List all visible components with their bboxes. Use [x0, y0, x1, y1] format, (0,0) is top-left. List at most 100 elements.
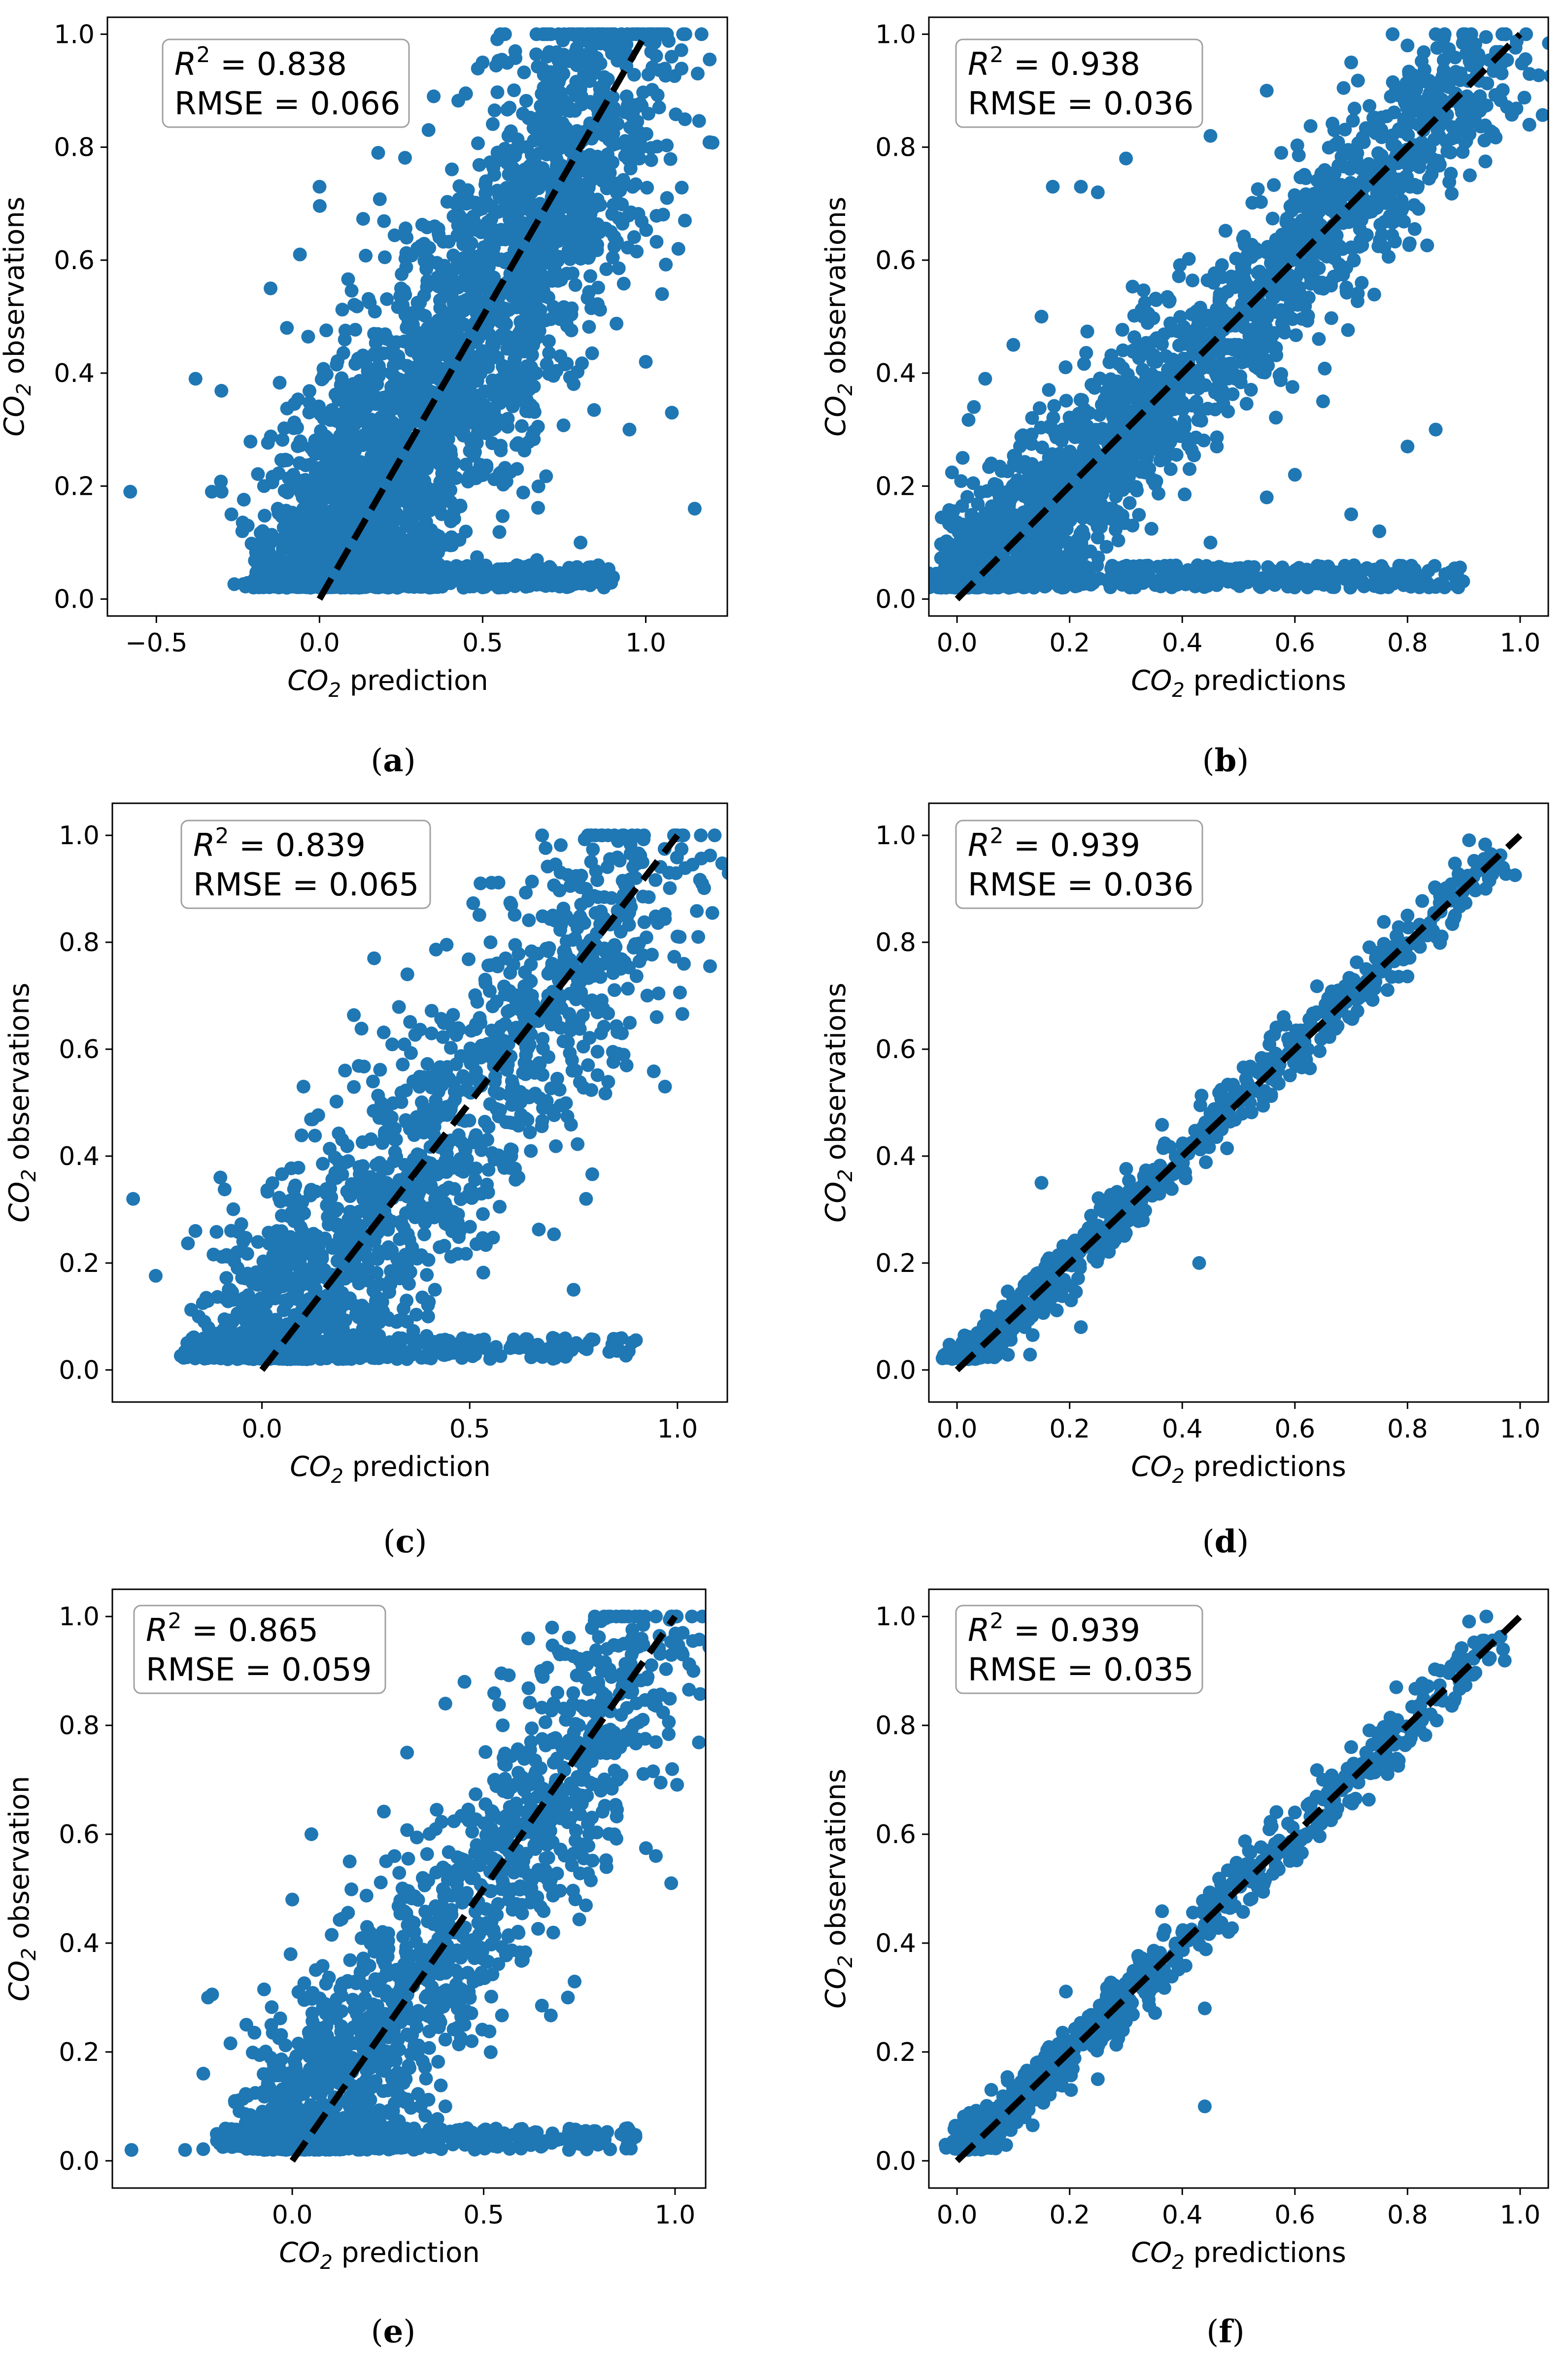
- data-point: [627, 68, 641, 82]
- data-point: [291, 439, 305, 453]
- data-point: [1274, 146, 1289, 160]
- data-point: [1059, 394, 1073, 408]
- data-point: [421, 123, 436, 137]
- data-point: [342, 524, 357, 538]
- data-point: [1336, 81, 1351, 95]
- data-point: [307, 511, 322, 525]
- data-point: [356, 212, 370, 226]
- data-point: [639, 223, 653, 237]
- data-point: [537, 209, 551, 223]
- data-point: [428, 563, 442, 578]
- data-point: [237, 577, 250, 591]
- point-cloud: [929, 27, 1548, 595]
- data-point: [323, 540, 337, 554]
- x-tick-label: 0.0: [299, 628, 340, 658]
- y-axis-label: CO2 observations: [0, 197, 35, 437]
- data-point: [462, 574, 476, 588]
- data-point: [574, 252, 588, 266]
- data-point: [419, 514, 433, 529]
- data-point: [1152, 486, 1165, 501]
- data-point: [692, 114, 706, 128]
- data-point: [452, 423, 466, 438]
- data-point: [394, 565, 409, 580]
- data-point: [459, 457, 473, 472]
- data-point: [501, 420, 515, 434]
- data-point: [622, 422, 637, 437]
- data-point: [541, 132, 554, 146]
- data-point: [469, 471, 483, 485]
- data-point: [214, 484, 229, 499]
- data-point: [275, 433, 290, 447]
- data-point: [1123, 496, 1137, 510]
- data-point: [587, 403, 601, 417]
- data-point: [465, 563, 479, 577]
- data-point: [540, 357, 554, 371]
- data-point: [408, 385, 422, 399]
- data-point: [264, 429, 278, 444]
- data-point: [498, 461, 512, 475]
- data-point: [1132, 508, 1146, 522]
- data-point: [525, 148, 539, 162]
- data-point: [377, 214, 391, 228]
- data-point: [440, 195, 454, 209]
- data-point: [591, 558, 606, 573]
- data-point: [406, 577, 420, 591]
- data-point: [1116, 343, 1130, 357]
- data-point: [393, 532, 408, 547]
- data-point: [482, 260, 496, 274]
- data-point: [399, 246, 413, 260]
- data-point: [645, 27, 658, 41]
- data-point: [496, 509, 510, 523]
- data-point: [1347, 102, 1362, 116]
- data-point: [461, 225, 475, 240]
- data-point: [516, 320, 531, 335]
- data-point: [557, 300, 571, 314]
- data-point: [556, 119, 570, 134]
- data-point: [243, 435, 258, 449]
- data-point: [606, 112, 620, 126]
- data-point: [494, 232, 509, 246]
- data-point: [417, 254, 432, 268]
- data-point: [385, 379, 399, 394]
- data-point: [312, 472, 326, 486]
- data-point: [499, 475, 513, 488]
- data-point: [580, 27, 594, 41]
- data-point: [1111, 533, 1125, 548]
- data-point: [642, 106, 655, 121]
- data-point: [621, 208, 636, 223]
- data-point: [607, 240, 621, 254]
- data-point: [345, 389, 359, 403]
- data-point: [388, 441, 403, 455]
- data-point: [590, 51, 604, 65]
- data-point: [484, 243, 498, 257]
- data-point: [574, 197, 588, 211]
- data-point: [618, 134, 632, 148]
- data-point: [599, 262, 614, 276]
- data-point: [593, 198, 608, 212]
- data-point: [375, 572, 389, 586]
- data-point: [441, 389, 455, 404]
- data-point: [612, 261, 626, 275]
- data-point: [371, 146, 385, 160]
- data-point: [359, 248, 373, 263]
- data-point: [369, 336, 383, 350]
- data-point: [459, 87, 473, 101]
- data-point: [1226, 387, 1240, 401]
- data-point: [1318, 361, 1332, 376]
- data-point: [253, 526, 268, 540]
- data-point: [1341, 323, 1355, 337]
- data-point: [690, 67, 705, 81]
- data-point: [954, 474, 968, 488]
- data-point: [514, 419, 529, 433]
- data-point: [544, 102, 558, 116]
- data-point: [583, 269, 597, 283]
- data-point: [568, 85, 582, 99]
- data-point: [560, 319, 574, 333]
- data-point: [509, 194, 523, 208]
- data-point: [566, 266, 579, 280]
- data-point: [435, 466, 449, 480]
- data-point: [945, 465, 959, 479]
- data-point: [556, 418, 571, 433]
- data-point: [293, 247, 307, 262]
- data-point: [556, 133, 570, 147]
